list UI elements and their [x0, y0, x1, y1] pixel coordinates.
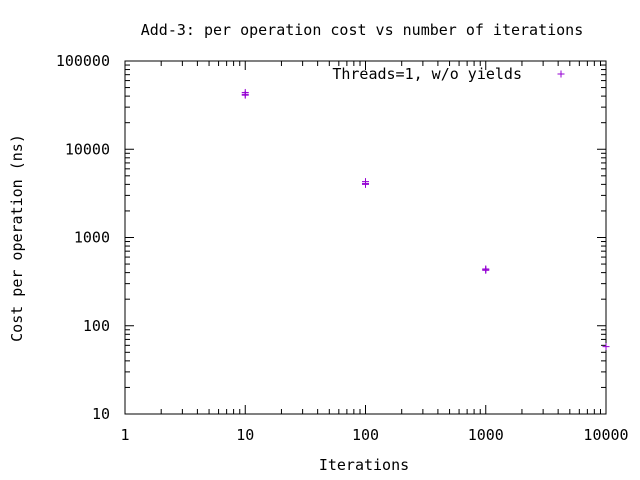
y-tick-label: 10000	[65, 140, 110, 158]
data-point	[602, 343, 610, 351]
legend-marker	[557, 70, 565, 78]
data-points	[241, 88, 610, 351]
x-tick-label: 1000	[468, 426, 504, 444]
x-tick-label: 100	[352, 426, 379, 444]
x-tick-label: 1	[120, 426, 129, 444]
y-tick-label: 100000	[56, 52, 110, 70]
y-tick-label: 100	[83, 317, 110, 335]
tick-labels: 1 10 100 1000 10000 10 100 1000 10000 100000	[56, 52, 629, 444]
legend: Threads=1, w/o yields	[332, 65, 565, 83]
data-point	[241, 91, 249, 99]
x-tick-label: 10	[236, 426, 254, 444]
x-tick-label: 10000	[583, 426, 628, 444]
data-point	[482, 265, 490, 273]
legend-label: Threads=1, w/o yields	[332, 65, 522, 83]
x-axis-label: Iterations	[319, 456, 409, 474]
chart-title: Add-3: per operation cost vs number of i…	[141, 21, 584, 39]
axis-ticks	[124, 60, 607, 415]
plot-frame	[124, 60, 607, 415]
data-point	[362, 179, 369, 187]
y-tick-label: 1000	[74, 229, 110, 247]
y-tick-label: 10	[92, 405, 110, 423]
y-axis-label: Cost per operation (ns)	[8, 134, 26, 342]
